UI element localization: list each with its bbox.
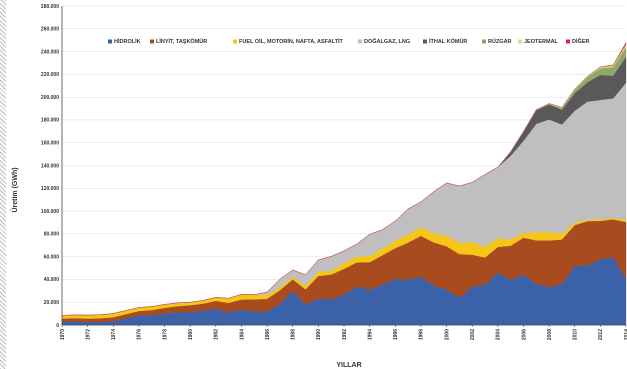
legend-label-5: RÜZGAR <box>488 38 512 45</box>
legend-swatch-6 <box>518 39 522 44</box>
legend-label-6: JEOTERMAL <box>524 39 559 45</box>
x-tick-label-3: 1976 <box>137 329 143 340</box>
x-tick-label-21: 2012 <box>598 329 604 340</box>
legend-swatch-0 <box>108 39 112 44</box>
y-tick-label-8: 160.000 <box>41 141 59 147</box>
y-tick-label-3: 60.000 <box>44 254 60 260</box>
legend-label-2: FUEL OİL, MOTORİN, NAFTA, ASFALTİT <box>239 38 344 45</box>
left-hatch-border <box>0 0 6 369</box>
x-tick-label-1: 1972 <box>85 329 91 340</box>
y-tick-label-11: 220.000 <box>41 72 59 78</box>
axes <box>61 6 627 327</box>
x-tick-label-18: 2006 <box>521 329 527 340</box>
y-tick-label-2: 40.000 <box>44 277 60 283</box>
x-tick-label-22: 2014 <box>624 329 627 340</box>
legend-label-1: LİNYİT, TAŞKÖMÜR <box>156 38 207 45</box>
area-series-group <box>61 41 627 326</box>
x-tick-label-16: 2002 <box>470 329 476 340</box>
y-tick-label-13: 260.000 <box>41 27 59 33</box>
x-axis-label: YILLAR <box>336 362 361 369</box>
x-tick-label-4: 1978 <box>162 329 168 340</box>
x-tick-label-6: 1982 <box>214 329 220 340</box>
legend-swatch-5 <box>482 39 486 44</box>
y-axis-label: Üretim (GWh) <box>10 167 19 212</box>
legend-swatch-3 <box>358 39 362 44</box>
x-tick-label-20: 2010 <box>573 329 579 340</box>
legend-label-3: DOĞALGAZ, LNG <box>364 37 410 45</box>
y-tick-label-1: 20.000 <box>44 300 60 306</box>
legend-label-0: HİDROLİK <box>114 38 141 45</box>
x-tick-label-2: 1974 <box>111 329 117 340</box>
x-tick-label-14: 1998 <box>419 329 425 340</box>
x-tick-label-19: 2008 <box>547 329 553 340</box>
legend-swatch-4 <box>423 39 427 44</box>
x-tick-label-9: 1988 <box>291 329 297 340</box>
legend-label-7: DİĞER <box>572 37 589 45</box>
x-tick-labels: 1970 1972 1974 1976 1978 1980 1982 1984 1986 1988… <box>60 329 627 340</box>
y-tick-label-12: 240.000 <box>41 49 59 55</box>
legend: HİDROLİK LİNYİT, TAŞKÖMÜR FUEL OİL, MOTORİ… <box>108 37 589 45</box>
x-tick-label-5: 1980 <box>188 329 194 340</box>
y-tick-label-7: 140.000 <box>41 163 59 169</box>
legend-swatch-7 <box>566 39 570 44</box>
x-tick-label-8: 1986 <box>265 329 271 340</box>
y-tick-label-4: 80.000 <box>44 232 60 238</box>
legend-swatch-1 <box>150 39 154 44</box>
y-tick-labels: 0 20.000 40.000 60.000 80.000 100.000 120.000 1… <box>41 4 59 329</box>
y-tick-label-9: 180.000 <box>41 118 59 124</box>
x-tick-label-15: 2000 <box>444 329 450 340</box>
y-tick-label-5: 100.000 <box>41 209 59 215</box>
x-tick-label-12: 1994 <box>367 329 373 340</box>
y-tick-label-6: 120.000 <box>41 186 59 192</box>
x-tick-label-0: 1970 <box>60 329 66 340</box>
y-tick-label-14: 280.000 <box>41 4 59 10</box>
x-tick-label-10: 1990 <box>316 329 322 340</box>
x-tick-label-7: 1984 <box>239 329 245 340</box>
legend-swatch-2 <box>233 39 237 44</box>
area-series-7 <box>61 41 627 316</box>
y-tick-label-0: 0 <box>56 323 59 329</box>
x-tick-label-13: 1996 <box>393 329 399 340</box>
x-tick-label-17: 2004 <box>496 329 502 340</box>
x-tick-label-11: 1992 <box>342 329 348 340</box>
y-tick-label-10: 200.000 <box>41 95 59 101</box>
legend-label-4: İTHAL KÖMÜR <box>429 38 467 45</box>
